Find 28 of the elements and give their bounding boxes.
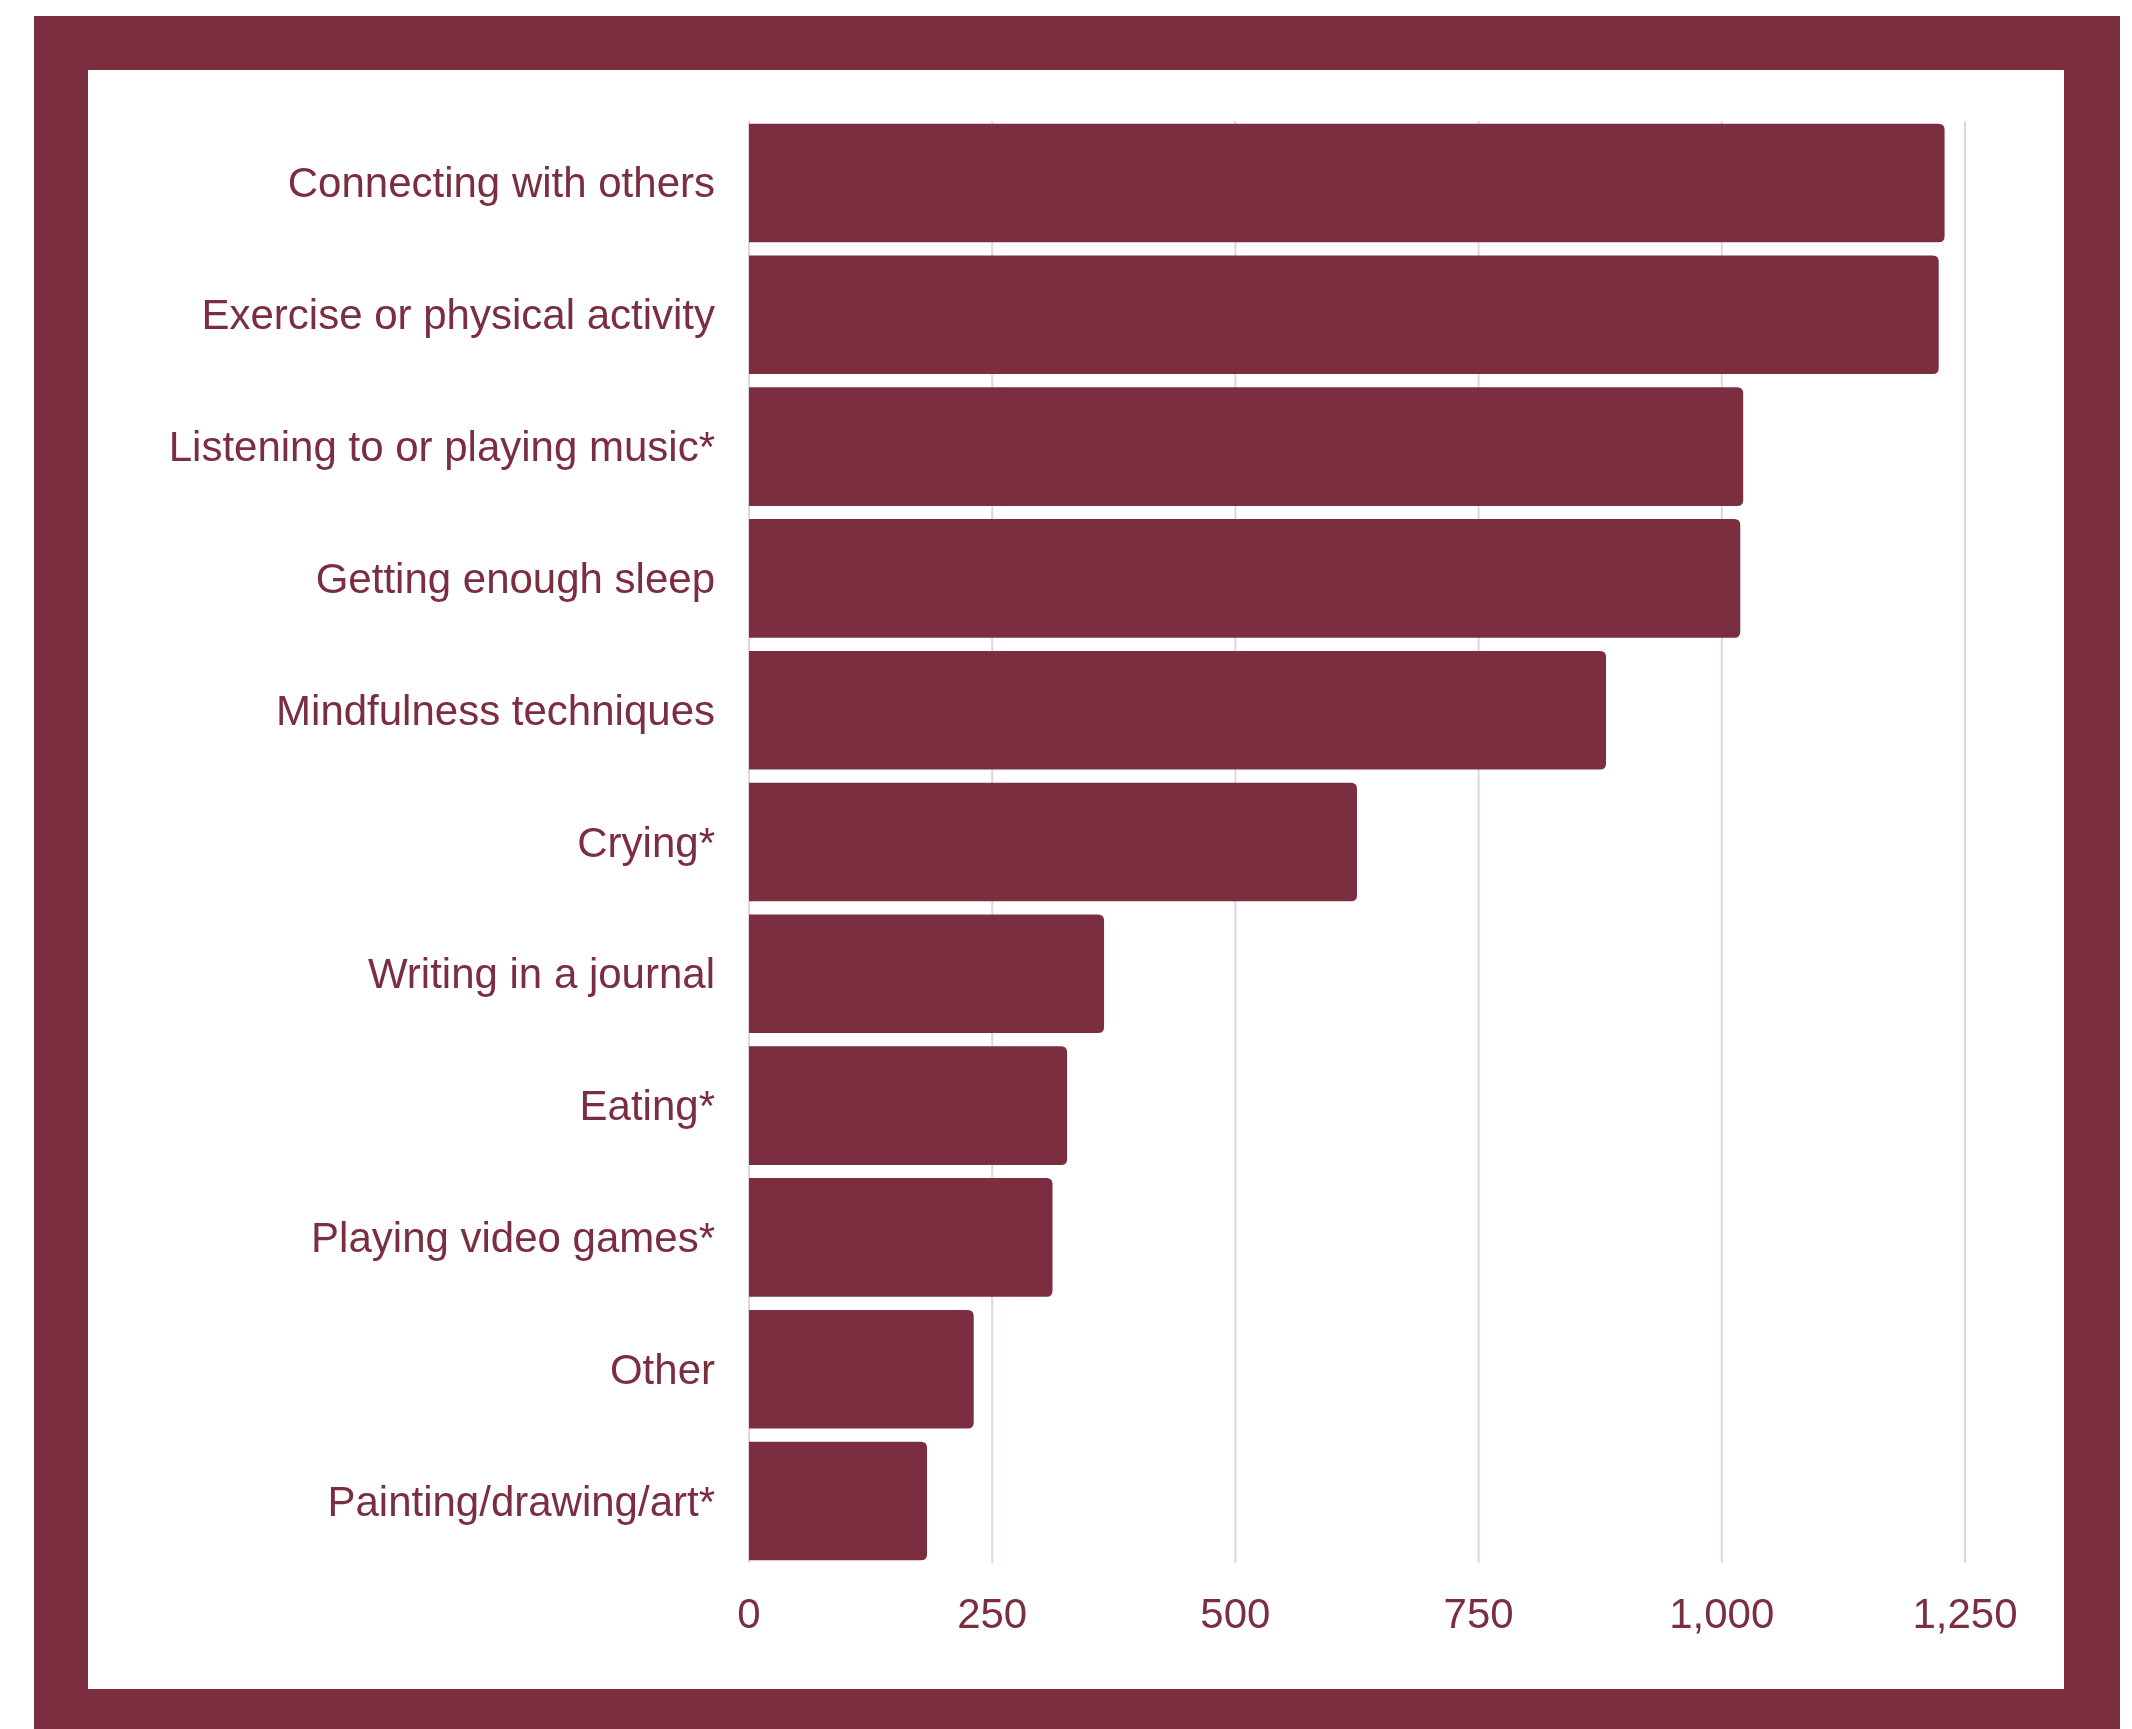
x-tick-label: 1,000 [1669,1589,1775,1637]
bar [749,255,1939,375]
y-tick-label: Getting enough sleep [315,554,715,602]
bar [749,914,1105,1034]
y-tick-label: Other [609,1345,716,1393]
y-tick-label: Listening to or playing music* [168,423,715,471]
y-tick-label: Writing in a journal [367,950,715,998]
bar [749,123,1945,243]
bar [749,519,1741,638]
y-tick-label: Exercise or physical activity [201,291,715,339]
bar [749,1046,1068,1165]
bar [749,650,1607,770]
y-tick-label: Playing video games* [311,1213,715,1261]
bar [749,1441,928,1561]
bar [749,1178,1053,1297]
bar [749,1309,974,1429]
x-tick-label: 500 [1200,1589,1271,1637]
y-tick-label: Connecting with others [287,159,715,207]
y-tick-label: Eating* [579,1082,715,1130]
bar [749,387,1744,506]
bar [749,782,1357,902]
x-tick-label: 0 [737,1589,761,1637]
y-tick-label: Mindfulness techniques [276,686,715,734]
y-tick-label: Painting/drawing/art* [327,1477,715,1525]
x-tick-label: 750 [1443,1589,1514,1637]
x-tick-label: 1,250 [1912,1589,2018,1637]
y-tick-label: Crying* [577,818,715,866]
x-tick-label: 250 [957,1589,1028,1637]
